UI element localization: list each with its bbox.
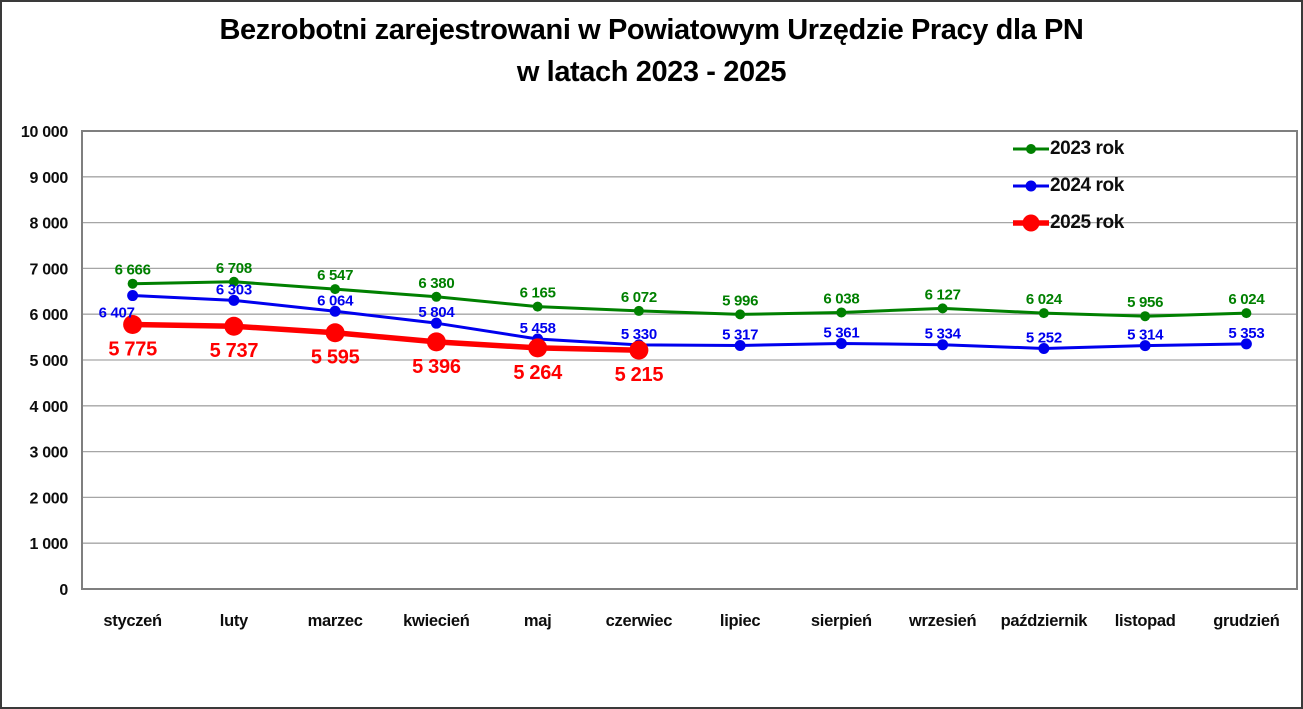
- data-point-2023-rok: [532, 301, 543, 312]
- legend-label-2024: 2024 rok: [1050, 174, 1124, 196]
- legend-marker-2025-icon: [1012, 212, 1050, 234]
- data-point-2023-rok: [836, 307, 847, 318]
- x-axis-month-label: lipiec: [720, 612, 761, 630]
- data-point-2024-rok: [835, 337, 847, 349]
- data-label-2023-rok: 6 127: [925, 286, 961, 303]
- data-point-2023-rok: [1140, 311, 1151, 322]
- data-label-2024-rok: 5 317: [722, 326, 758, 343]
- data-label-2023-rok: 6 024: [1228, 291, 1265, 308]
- x-axis-month-label: październik: [1001, 612, 1089, 630]
- data-point-2023-rok: [330, 284, 341, 295]
- legend-item-2023: 2023 rok: [1012, 130, 1124, 167]
- series-line-2025-rok: [129, 321, 642, 353]
- legend-item-2025: 2025 rok: [1012, 204, 1124, 241]
- x-axis-month-label: marzec: [308, 612, 363, 630]
- chart-legend: 2023 rok 2024 rok 2025 rok: [1012, 130, 1124, 241]
- data-point-2023-rok: [127, 278, 138, 289]
- data-point-2024-rok: [1240, 338, 1252, 350]
- data-label-2025-rok: 5 264: [513, 362, 563, 384]
- data-label-2023-rok: 6 038: [823, 290, 859, 307]
- data-label-2023-rok: 6 380: [418, 275, 454, 292]
- chart-title-line1: Bezrobotni zarejestrowani w Powiatowym U…: [219, 14, 1084, 46]
- data-label-2024-rok: 5 353: [1228, 325, 1264, 342]
- data-point-2025-rok: [528, 338, 548, 358]
- data-label-2024-rok: 5 334: [925, 326, 962, 343]
- data-point-2023-rok: [633, 305, 644, 316]
- y-axis-tick-label: 9 000: [29, 170, 68, 187]
- data-label-2025-rok: 5 396: [412, 356, 461, 378]
- data-point-2023-rok: [937, 303, 948, 314]
- y-axis-tick-label: 3 000: [29, 445, 68, 462]
- data-label-2023-rok: 6 024: [1026, 291, 1063, 308]
- x-axis-month-label: kwiecień: [403, 612, 470, 630]
- data-point-2025-rok: [325, 323, 345, 343]
- data-point-2024-rok: [1139, 340, 1151, 352]
- x-axis-month-label: listopad: [1115, 612, 1176, 630]
- data-label-2023-rok: 6 072: [621, 289, 657, 306]
- data-label-2025-rok: 5 737: [210, 340, 259, 362]
- data-label-2024-rok: 5 458: [520, 320, 556, 337]
- data-label-2024-rok: 5 804: [418, 304, 455, 321]
- data-point-2023-rok: [1038, 308, 1049, 319]
- data-point-2023-rok: [735, 309, 746, 320]
- plot-area-border: [81, 130, 1298, 590]
- legend-label-2023: 2023 rok: [1050, 137, 1124, 159]
- x-axis-month-label: styczeń: [103, 612, 162, 630]
- y-axis-tick-label: 6 000: [29, 307, 68, 324]
- data-label-2024-rok: 5 330: [621, 326, 657, 343]
- series-line-2024-rok: [131, 294, 1248, 350]
- y-axis-tick-label: 1 000: [29, 536, 68, 553]
- data-point-2025-rok: [224, 316, 244, 336]
- data-point-2023-rok: [431, 291, 442, 302]
- data-point-2024-rok: [1038, 342, 1050, 354]
- y-axis-tick-label: 10 000: [21, 124, 69, 141]
- data-point-2024-rok: [329, 305, 341, 317]
- data-point-2023-rok: [228, 276, 239, 287]
- data-label-2024-rok: 5 314: [1127, 327, 1164, 344]
- y-axis-tick-label: 8 000: [29, 216, 68, 233]
- x-axis-month-label: czerwiec: [606, 612, 673, 630]
- legend-item-2024: 2024 rok: [1012, 167, 1124, 204]
- x-axis-month-label: luty: [220, 612, 249, 630]
- data-point-2024-rok: [734, 339, 746, 351]
- data-label-2023-rok: 6 165: [520, 285, 556, 302]
- data-point-2025-rok: [123, 315, 143, 335]
- data-label-2023-rok: 5 956: [1127, 294, 1163, 311]
- data-label-2024-rok: 5 361: [823, 324, 859, 341]
- data-label-2024-rok: 6 303: [216, 281, 252, 298]
- data-label-2025-rok: 5 595: [311, 347, 360, 369]
- data-point-2024-rok: [430, 317, 442, 329]
- legend-marker-2024-icon: [1012, 175, 1050, 197]
- data-point-2024-rok: [127, 290, 139, 302]
- data-label-2024-rok: 6 064: [317, 292, 354, 309]
- data-point-2023-rok: [1241, 308, 1252, 319]
- data-label-2023-rok: 5 996: [722, 292, 758, 309]
- y-axis-tick-label: 7 000: [29, 261, 68, 278]
- chart-title-line2: w latach 2023 - 2025: [516, 56, 787, 88]
- chart-title: Bezrobotni zarejestrowani w Powiatowym U…: [0, 9, 1303, 93]
- x-axis-month-label: grudzień: [1213, 612, 1280, 630]
- y-axis-tick-label: 2 000: [29, 490, 68, 507]
- data-label-2024-rok: 6 407: [99, 305, 135, 322]
- data-label-2025-rok: 5 215: [615, 364, 664, 386]
- x-axis-month-label: maj: [524, 612, 552, 630]
- x-axis-month-label: wrzesień: [908, 612, 977, 630]
- series-line-2023-rok: [131, 280, 1248, 318]
- y-axis-tick-label: 4 000: [29, 399, 68, 416]
- data-point-2025-rok: [426, 332, 446, 352]
- data-label-2024-rok: 5 252: [1026, 329, 1062, 346]
- legend-label-2025: 2025 rok: [1050, 211, 1124, 233]
- data-label-2023-rok: 6 666: [115, 262, 151, 279]
- data-label-2023-rok: 6 708: [216, 260, 252, 277]
- y-axis-tick-label: 5 000: [29, 353, 68, 370]
- data-point-2025-rok: [629, 340, 649, 360]
- data-label-2023-rok: 6 547: [317, 267, 353, 284]
- y-axis-tick-label: 0: [59, 582, 68, 599]
- data-point-2024-rok: [228, 294, 240, 306]
- x-axis-month-label: sierpień: [811, 612, 872, 630]
- legend-marker-2023-icon: [1012, 138, 1050, 160]
- data-label-2025-rok: 5 775: [108, 339, 157, 361]
- data-point-2024-rok: [937, 339, 949, 351]
